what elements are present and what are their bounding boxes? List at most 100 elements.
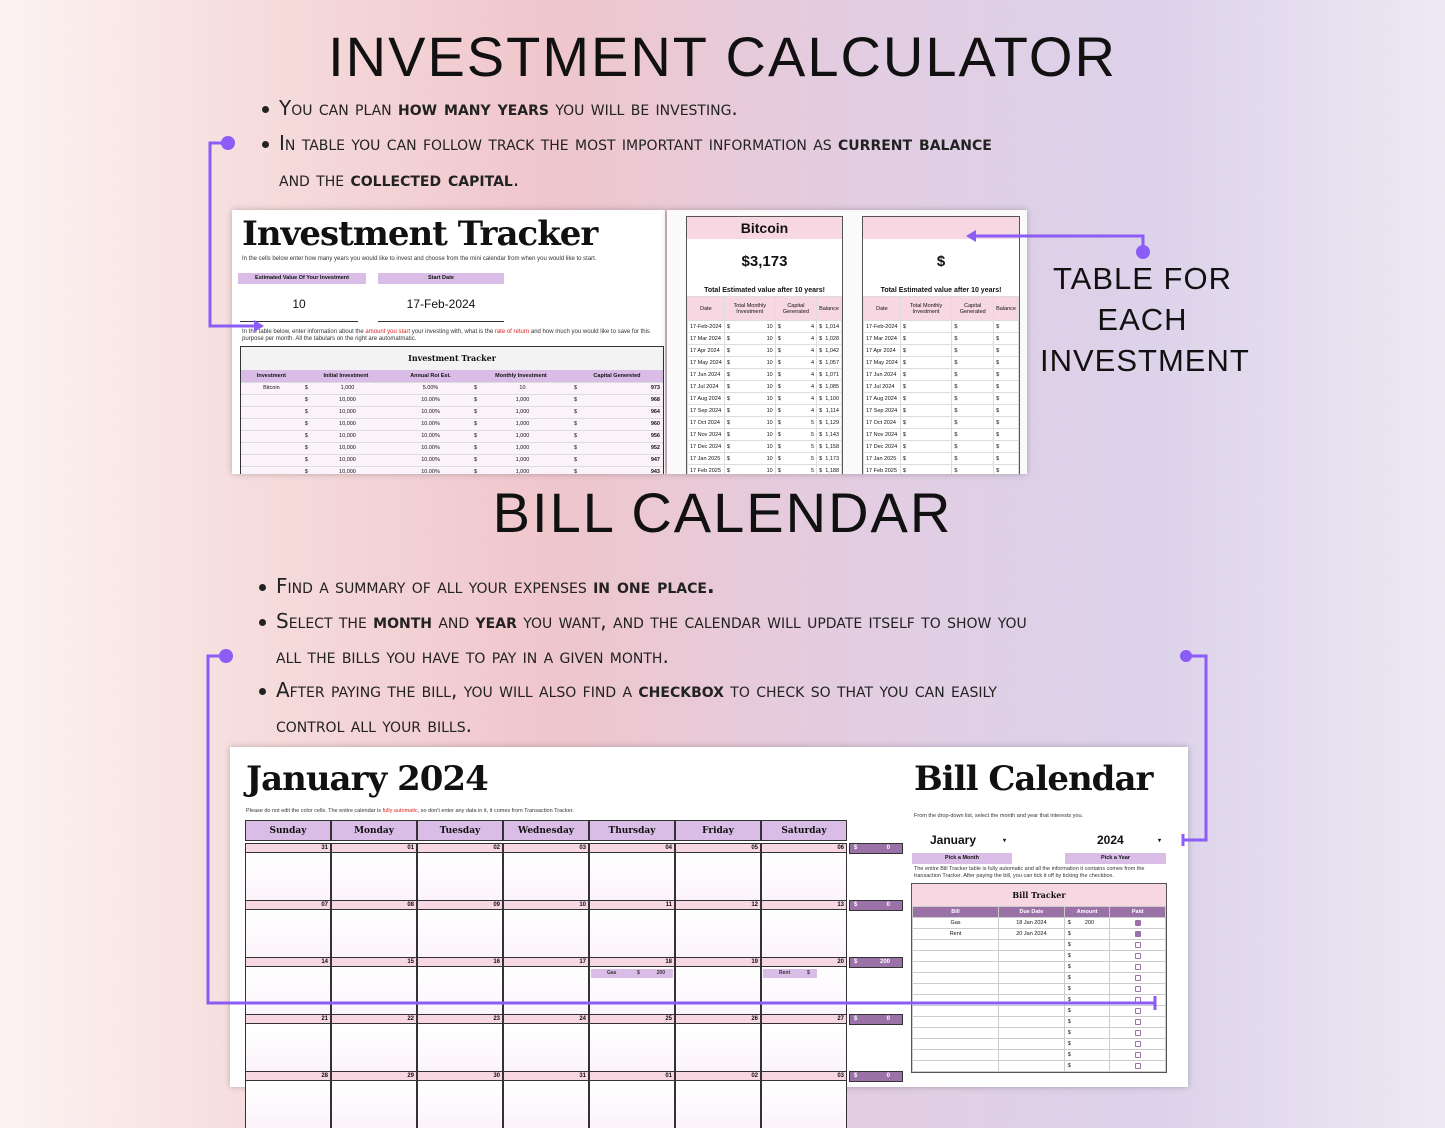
table-cell[interactable]: $1,000: [470, 454, 571, 467]
table-cell[interactable]: 10.00%: [390, 454, 471, 467]
paid-checkbox[interactable]: [1134, 1062, 1141, 1069]
calendar-day-cell[interactable]: [417, 1081, 503, 1128]
calendar-day-cell[interactable]: [331, 853, 417, 900]
calendar-day-cell[interactable]: [245, 1024, 331, 1071]
years-input[interactable]: 10: [240, 294, 358, 322]
calendar-event[interactable]: Gas $200: [591, 969, 673, 978]
calendar-day-cell[interactable]: [761, 1024, 847, 1071]
calendar-day-cell[interactable]: [503, 967, 589, 1014]
paid-checkbox[interactable]: [1134, 1051, 1141, 1058]
table-cell[interactable]: $1,000: [470, 466, 571, 474]
calendar-day-cell[interactable]: [675, 1081, 761, 1128]
table-cell[interactable]: $973: [570, 382, 663, 395]
month-dropdown[interactable]: January ▾: [912, 833, 1010, 849]
calendar-day-cell[interactable]: [331, 910, 417, 957]
paid-checkbox[interactable]: [1134, 1007, 1141, 1014]
paid-checkbox[interactable]: [1134, 1040, 1141, 1047]
calendar-day-cell[interactable]: [675, 1024, 761, 1071]
table-cell[interactable]: $10: [470, 382, 571, 395]
paid-checkbox[interactable]: [1134, 930, 1141, 937]
table-cell[interactable]: $10,000: [301, 430, 391, 443]
paid-checkbox[interactable]: [1134, 1018, 1141, 1025]
table-cell[interactable]: $1,000: [470, 394, 571, 407]
calendar-day-cell[interactable]: [761, 1081, 847, 1128]
calendar-day-cell[interactable]: [245, 1081, 331, 1128]
table-cell[interactable]: $964: [570, 406, 663, 419]
table-cell[interactable]: 5.00%: [390, 382, 471, 395]
table-cell[interactable]: $952: [570, 442, 663, 455]
calendar-day-cell[interactable]: [589, 1024, 675, 1071]
table-cell[interactable]: [241, 454, 302, 467]
table-cell[interactable]: [241, 430, 302, 443]
calendar-day-cell[interactable]: [245, 910, 331, 957]
calendar-day-cell[interactable]: [503, 853, 589, 900]
paid-checkbox[interactable]: [1134, 974, 1141, 981]
table-cell[interactable]: $1,000: [470, 406, 571, 419]
table-cell[interactable]: $947: [570, 454, 663, 467]
paid-checkbox[interactable]: [1134, 985, 1141, 992]
start-date-input[interactable]: 17-Feb-2024: [378, 294, 504, 322]
year-dropdown[interactable]: 2024 ▾: [1065, 833, 1165, 849]
calendar-day-cell[interactable]: [675, 967, 761, 1014]
calendar-event[interactable]: Rent $: [763, 969, 817, 978]
calendar-day-cell[interactable]: [589, 853, 675, 900]
due-date: [998, 1027, 1065, 1039]
table-cell[interactable]: $968: [570, 394, 663, 407]
table-cell[interactable]: 10.00%: [390, 466, 471, 474]
calendar-day-cell[interactable]: [503, 910, 589, 957]
calendar-day-cell[interactable]: [761, 910, 847, 957]
table-cell[interactable]: $1,000: [470, 442, 571, 455]
table-cell[interactable]: 10.00%: [390, 442, 471, 455]
table-cell[interactable]: $960: [570, 418, 663, 431]
table-cell[interactable]: $10,000: [301, 394, 391, 407]
calendar-day-cell[interactable]: [331, 1024, 417, 1071]
paid-checkbox[interactable]: [1134, 1029, 1141, 1036]
amount-cell: $: [1063, 939, 1111, 951]
table-cell[interactable]: $1,000: [470, 418, 571, 431]
table-cell[interactable]: [241, 406, 302, 419]
table-cell[interactable]: $10,000: [301, 418, 391, 431]
calendar-day-cell[interactable]: [417, 910, 503, 957]
paid-checkbox[interactable]: [1134, 941, 1141, 948]
calendar-day-cell[interactable]: [761, 853, 847, 900]
paid-checkbox[interactable]: [1134, 952, 1141, 959]
table-cell[interactable]: $956: [570, 430, 663, 443]
table-cell[interactable]: [241, 466, 302, 474]
calendar-day-cell[interactable]: [331, 967, 417, 1014]
table-cell[interactable]: $1,000: [470, 430, 571, 443]
investment-table-title: Investment Tracker: [241, 347, 663, 370]
paid-checkbox[interactable]: [1134, 996, 1141, 1003]
table-cell[interactable]: 10.00%: [390, 406, 471, 419]
table-cell[interactable]: $10,000: [301, 442, 391, 455]
paid-checkbox[interactable]: [1134, 963, 1141, 970]
calendar-day-cell[interactable]: [417, 1024, 503, 1071]
paid-checkbox[interactable]: [1134, 919, 1141, 926]
table-cell[interactable]: $10,000: [301, 454, 391, 467]
table-cell[interactable]: $1,000: [301, 382, 391, 395]
calendar-day-cell[interactable]: [589, 1081, 675, 1128]
table-cell[interactable]: [241, 418, 302, 431]
bullet-emphasis: in one place.: [593, 574, 715, 598]
calendar-day-cell[interactable]: [589, 910, 675, 957]
calendar-day-cell[interactable]: [417, 853, 503, 900]
table-cell[interactable]: 10.00%: [390, 418, 471, 431]
calendar-day-cell[interactable]: [675, 910, 761, 957]
paid-cell: [1109, 1005, 1166, 1017]
table-cell[interactable]: [241, 442, 302, 455]
calendar-day-cell[interactable]: [503, 1024, 589, 1071]
calendar-date: 17: [503, 957, 589, 967]
table-row: $10,000 10.00% $1,000 $968: [241, 394, 663, 407]
table-cell[interactable]: [241, 394, 302, 407]
table-cell[interactable]: Bitcoin: [241, 382, 302, 395]
calendar-day-cell[interactable]: [503, 1081, 589, 1128]
table-cell[interactable]: $10,000: [301, 466, 391, 474]
table-cell[interactable]: 10.00%: [390, 394, 471, 407]
table-cell[interactable]: 10.00%: [390, 430, 471, 443]
table-cell[interactable]: $943: [570, 466, 663, 474]
calendar-day-cell[interactable]: [417, 967, 503, 1014]
table-cell[interactable]: $10,000: [301, 406, 391, 419]
calendar-day-cell[interactable]: [245, 967, 331, 1014]
calendar-day-cell[interactable]: [331, 1081, 417, 1128]
calendar-day-cell[interactable]: [245, 853, 331, 900]
calendar-day-cell[interactable]: [675, 853, 761, 900]
